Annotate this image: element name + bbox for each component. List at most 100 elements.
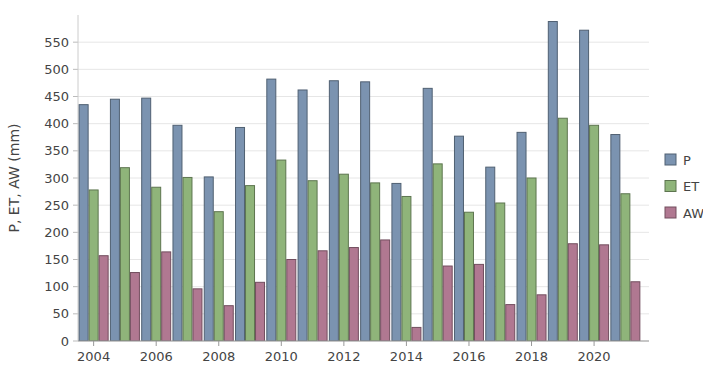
bar (298, 90, 307, 341)
y-tick-label: 300 (44, 171, 69, 186)
legend-label: AW (683, 206, 703, 221)
bar (590, 125, 599, 341)
bar (329, 81, 338, 341)
bar (120, 168, 129, 341)
x-tick-label: 2014 (390, 349, 423, 364)
x-tick-label: 2010 (265, 349, 298, 364)
bar (162, 252, 171, 341)
bar (277, 160, 286, 341)
y-tick-label: 400 (44, 116, 69, 131)
bars (79, 22, 640, 341)
x-tick-label: 2012 (327, 349, 360, 364)
x-axis (78, 341, 649, 342)
y-tick (73, 313, 78, 314)
grid-line (78, 42, 649, 43)
bar (558, 118, 567, 341)
bar (246, 186, 255, 341)
bar (496, 203, 505, 341)
x-tick (594, 341, 595, 346)
y-tick-label: 0 (61, 334, 69, 349)
y-axis-label: P, ET, AW (mm) (6, 124, 22, 233)
x-tick (406, 341, 407, 346)
legend-swatch (665, 181, 676, 192)
y-tick-label: 250 (44, 198, 69, 213)
bar (361, 82, 370, 341)
y-tick (73, 42, 78, 43)
bar (224, 306, 233, 341)
bar (349, 248, 358, 341)
bar (474, 264, 483, 341)
bar (537, 295, 546, 341)
bar (110, 99, 119, 341)
bar (412, 327, 421, 341)
x-tick (93, 341, 94, 346)
bar (183, 177, 192, 341)
bar (256, 282, 265, 341)
x-tick-label: 2018 (515, 349, 548, 364)
bar (486, 167, 495, 341)
bar (454, 136, 463, 341)
legend-label: ET (683, 179, 699, 194)
y-tick (73, 123, 78, 124)
bar (621, 194, 630, 341)
x-tick-label: 2016 (452, 349, 485, 364)
bar (142, 98, 151, 341)
y-tick-label: 350 (44, 143, 69, 158)
bar (99, 256, 108, 341)
bar (611, 135, 620, 341)
y-tick-label: 150 (44, 252, 69, 267)
bar (339, 174, 348, 341)
legend-label: P (683, 153, 691, 168)
bar (548, 22, 557, 341)
legend-swatch (665, 207, 676, 218)
bar (381, 240, 390, 341)
y-tick (73, 205, 78, 206)
bar (193, 289, 202, 341)
y-tick-label: 450 (44, 89, 69, 104)
y-axis (78, 15, 79, 341)
chart: 050100150200250300350400450500550P, ET, … (0, 0, 703, 372)
bar (568, 244, 577, 341)
bar (236, 127, 245, 341)
bar (506, 305, 515, 341)
bar (308, 181, 317, 341)
bar (89, 190, 98, 341)
bar (267, 79, 276, 341)
chart-root: 050100150200250300350400450500550P, ET, … (0, 0, 703, 372)
x-tick-label: 2008 (202, 349, 235, 364)
y-tick-label: 50 (52, 306, 69, 321)
bar (287, 260, 296, 342)
bar (371, 183, 380, 341)
bar (527, 178, 536, 341)
bar (423, 88, 432, 341)
grid-line (78, 69, 649, 70)
grid-line (78, 341, 649, 342)
bar (402, 196, 411, 341)
bar (318, 251, 327, 341)
x-tick-label: 2006 (140, 349, 173, 364)
y-tick (73, 178, 78, 179)
bar (443, 266, 452, 341)
y-tick (73, 69, 78, 70)
y-tick (73, 96, 78, 97)
bar (464, 212, 473, 341)
bar (130, 273, 139, 341)
bar (214, 212, 223, 341)
y-tick (73, 232, 78, 233)
y-tick-label: 500 (44, 62, 69, 77)
x-tick (281, 341, 282, 346)
x-tick (218, 341, 219, 346)
bar (517, 132, 526, 341)
bar (580, 30, 589, 341)
y-tick (73, 259, 78, 260)
x-tick (468, 341, 469, 346)
bar (600, 245, 609, 341)
x-tick (156, 341, 157, 346)
bar (392, 183, 401, 341)
x-tick (531, 341, 532, 346)
legend-swatch (665, 154, 676, 165)
y-tick-label: 200 (44, 225, 69, 240)
y-tick (73, 150, 78, 151)
y-tick-label: 550 (44, 35, 69, 50)
bar (152, 187, 161, 341)
